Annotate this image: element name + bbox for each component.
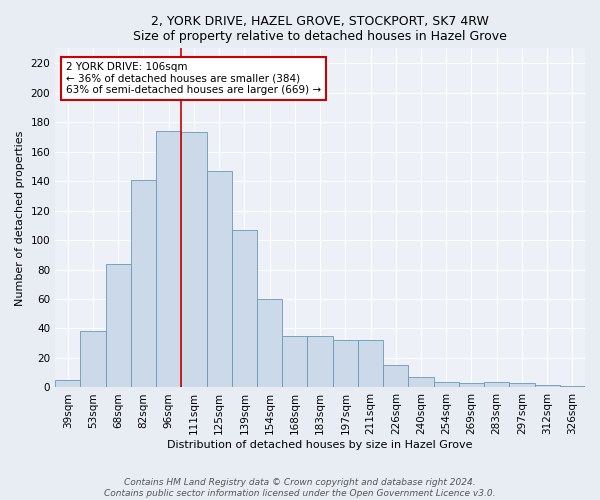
Bar (409, 377, 434, 388)
Bar (509, 383, 535, 388)
Bar (232, 230, 257, 388)
Bar (358, 340, 383, 388)
Title: 2, YORK DRIVE, HAZEL GROVE, STOCKPORT, SK7 4RW
Size of property relative to deta: 2, YORK DRIVE, HAZEL GROVE, STOCKPORT, S… (133, 15, 507, 43)
Bar (181, 132, 206, 388)
Bar (307, 336, 332, 388)
Bar (535, 384, 560, 388)
Bar (131, 180, 156, 388)
X-axis label: Distribution of detached houses by size in Hazel Grove: Distribution of detached houses by size … (167, 440, 473, 450)
Bar (206, 170, 232, 388)
Text: 2 YORK DRIVE: 106sqm
← 36% of detached houses are smaller (384)
63% of semi-deta: 2 YORK DRIVE: 106sqm ← 36% of detached h… (66, 62, 321, 95)
Bar (332, 340, 358, 388)
Bar (257, 299, 282, 388)
Bar (55, 380, 80, 388)
Bar (383, 366, 409, 388)
Bar (459, 383, 484, 388)
Bar (434, 382, 459, 388)
Text: Contains HM Land Registry data © Crown copyright and database right 2024.
Contai: Contains HM Land Registry data © Crown c… (104, 478, 496, 498)
Bar (106, 264, 131, 388)
Bar (156, 131, 181, 388)
Bar (560, 386, 585, 388)
Bar (80, 332, 106, 388)
Y-axis label: Number of detached properties: Number of detached properties (15, 130, 25, 306)
Bar (484, 382, 509, 388)
Bar (282, 336, 307, 388)
